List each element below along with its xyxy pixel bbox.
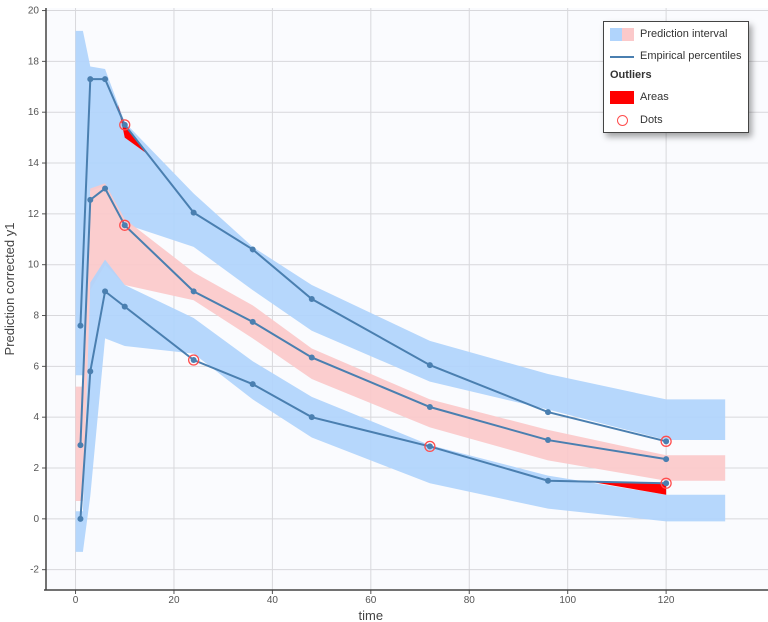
percentile-point <box>308 354 315 361</box>
y-tick-label: 12 <box>28 209 40 220</box>
prediction-bands <box>75 30 726 552</box>
y-tick-label: -2 <box>30 565 39 576</box>
percentile-point <box>545 477 552 484</box>
percentile-point <box>121 303 128 310</box>
outlier-dot <box>660 477 672 489</box>
percentile-point <box>426 443 433 450</box>
percentile-point <box>249 246 256 253</box>
y-tick-label: 6 <box>33 361 39 372</box>
legend-label: Areas <box>640 91 669 103</box>
percentile-line <box>79 289 667 519</box>
legend-item-prediction-interval[interactable]: Prediction interval <box>610 26 727 42</box>
y-axis-label: Prediction corrected y1 <box>2 223 17 356</box>
y-tick-label: 20 <box>28 6 40 17</box>
outlier-dots <box>119 119 672 489</box>
percentile-point <box>190 209 197 216</box>
y-tick-label: 10 <box>28 260 40 271</box>
percentile-point <box>121 121 128 128</box>
outlier-dot <box>660 435 672 447</box>
percentile-lines <box>77 76 670 522</box>
y-tick-label: 16 <box>28 107 40 118</box>
percentile-point <box>308 414 315 421</box>
percentile-point <box>102 76 109 83</box>
legend-item-empirical-percentiles[interactable]: Empirical percentiles <box>610 48 741 64</box>
percentile-point <box>77 322 84 329</box>
y-tick-label: 14 <box>28 158 40 169</box>
dot-swatch <box>610 114 634 127</box>
percentile-point <box>102 185 109 192</box>
percentile-point <box>87 368 94 375</box>
legend-label: Empirical percentiles <box>640 50 742 62</box>
percentile-line <box>79 186 667 461</box>
x-tick-label: 0 <box>73 595 79 606</box>
percentile-point <box>249 318 256 325</box>
prediction-band-upper <box>75 30 726 441</box>
percentile-point <box>663 456 670 463</box>
percentile-point <box>190 356 197 363</box>
y-tick-label: 18 <box>28 56 40 67</box>
legend: Prediction interval Empirical percentile… <box>603 21 749 133</box>
percentile-point <box>545 409 552 416</box>
y-tick-label: 8 <box>33 311 39 322</box>
outlier-dot <box>187 354 200 366</box>
percentile-point <box>545 437 552 444</box>
x-tick-label: 100 <box>559 595 576 606</box>
y-tick-label: 4 <box>33 412 39 423</box>
percentile-point <box>102 288 109 295</box>
percentile-point <box>426 404 433 411</box>
legend-item-dots[interactable]: Dots <box>610 112 663 128</box>
percentile-point <box>663 480 670 487</box>
percentile-point <box>426 362 433 369</box>
y-tick-label: 2 <box>33 463 39 474</box>
percentile-point <box>249 381 256 388</box>
percentile-line <box>79 78 667 443</box>
x-tick-label: 80 <box>464 595 476 606</box>
percentile-point <box>87 76 94 83</box>
y-tick-label: 0 <box>33 514 39 525</box>
area-swatch <box>610 90 634 104</box>
percentile-point <box>77 442 84 449</box>
legend-section-outliers: Outliers <box>610 69 652 81</box>
legend-label: Prediction interval <box>640 28 728 40</box>
x-tick-label: 40 <box>267 595 279 606</box>
percentile-point <box>190 288 197 295</box>
outlier-dot <box>119 219 131 231</box>
outlier-area <box>592 481 667 495</box>
prediction-band-lower <box>75 259 726 552</box>
outlier-dot <box>119 119 131 131</box>
x-tick-label: 60 <box>365 595 377 606</box>
legend-item-areas[interactable]: Areas <box>610 89 669 105</box>
percentile-point <box>87 196 94 203</box>
x-tick-label: 120 <box>658 595 675 606</box>
percentile-point <box>308 296 315 302</box>
axes: 0 20 40 60 80 100 120 -2 0 2 4 6 8 10 12 14 16 18 20 <box>28 6 768 606</box>
percentile-point <box>121 222 128 229</box>
x-tick-label: 20 <box>168 595 180 606</box>
percentile-point <box>77 515 84 522</box>
x-axis-label: time <box>359 608 384 622</box>
legend-label: Dots <box>640 114 663 126</box>
percentile-point <box>663 438 670 445</box>
outlier-dot <box>424 440 436 453</box>
line-swatch <box>610 50 634 63</box>
prediction-band-median <box>75 183 726 502</box>
prediction-interval-swatch <box>610 27 634 41</box>
